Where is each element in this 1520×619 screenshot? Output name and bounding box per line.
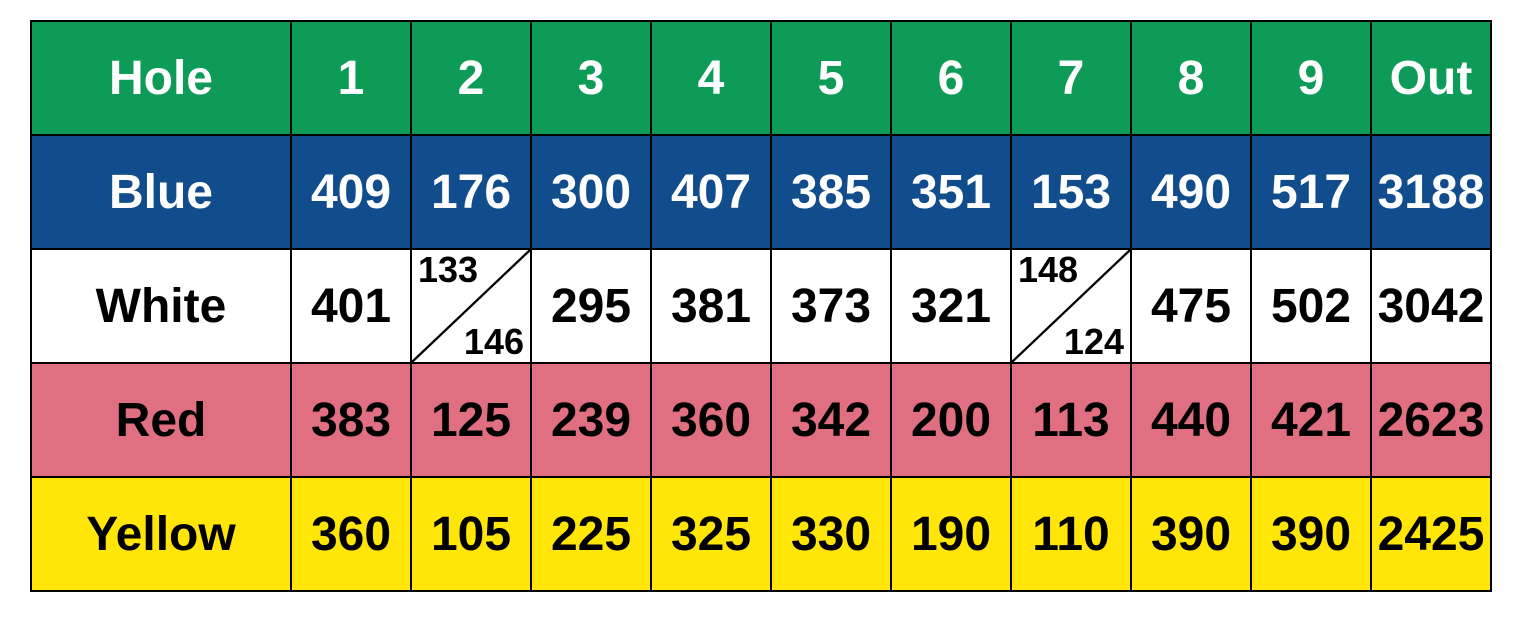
cell: 421	[1251, 363, 1371, 477]
split-cell: 148 124	[1011, 249, 1131, 363]
cell: 176	[411, 135, 531, 249]
cell: 153	[1011, 135, 1131, 249]
row-label: Yellow	[31, 477, 291, 591]
cell: 2425	[1371, 477, 1491, 591]
cell: 342	[771, 363, 891, 477]
cell: 321	[891, 249, 1011, 363]
white-tee-row: White 401 133 146 295 381 373 321 148 12…	[31, 249, 1491, 363]
split-bot: 124	[1064, 324, 1124, 360]
split-bot: 146	[464, 324, 524, 360]
red-tee-row: Red 383 125 239 360 342 200 113 440 421 …	[31, 363, 1491, 477]
cell: 113	[1011, 363, 1131, 477]
header-hole-1: 1	[291, 21, 411, 135]
cell: 383	[291, 363, 411, 477]
header-hole-5: 5	[771, 21, 891, 135]
cell: 490	[1131, 135, 1251, 249]
cell: 295	[531, 249, 651, 363]
cell: 300	[531, 135, 651, 249]
cell: 390	[1131, 477, 1251, 591]
cell: 390	[1251, 477, 1371, 591]
cell: 330	[771, 477, 891, 591]
header-hole-4: 4	[651, 21, 771, 135]
cell: 401	[291, 249, 411, 363]
golf-scorecard-table: Hole 1 2 3 4 5 6 7 8 9 Out Blue 409 176 …	[30, 20, 1492, 592]
header-hole-3: 3	[531, 21, 651, 135]
cell: 407	[651, 135, 771, 249]
cell: 381	[651, 249, 771, 363]
row-label: Red	[31, 363, 291, 477]
split-cell: 133 146	[411, 249, 531, 363]
cell: 385	[771, 135, 891, 249]
cell: 239	[531, 363, 651, 477]
cell: 110	[1011, 477, 1131, 591]
cell: 225	[531, 477, 651, 591]
split-top: 133	[418, 252, 478, 288]
cell: 409	[291, 135, 411, 249]
header-hole-9: 9	[1251, 21, 1371, 135]
header-hole-6: 6	[891, 21, 1011, 135]
cell: 2623	[1371, 363, 1491, 477]
split-top: 148	[1018, 252, 1078, 288]
cell: 3188	[1371, 135, 1491, 249]
row-label: White	[31, 249, 291, 363]
cell: 200	[891, 363, 1011, 477]
row-label: Blue	[31, 135, 291, 249]
cell: 3042	[1371, 249, 1491, 363]
blue-tee-row: Blue 409 176 300 407 385 351 153 490 517…	[31, 135, 1491, 249]
cell: 125	[411, 363, 531, 477]
cell: 475	[1131, 249, 1251, 363]
cell: 360	[291, 477, 411, 591]
cell: 325	[651, 477, 771, 591]
header-row: Hole 1 2 3 4 5 6 7 8 9 Out	[31, 21, 1491, 135]
cell: 373	[771, 249, 891, 363]
header-hole-7: 7	[1011, 21, 1131, 135]
cell: 105	[411, 477, 531, 591]
cell: 190	[891, 477, 1011, 591]
header-out: Out	[1371, 21, 1491, 135]
cell: 517	[1251, 135, 1371, 249]
header-label: Hole	[31, 21, 291, 135]
yellow-tee-row: Yellow 360 105 225 325 330 190 110 390 3…	[31, 477, 1491, 591]
cell: 360	[651, 363, 771, 477]
header-hole-2: 2	[411, 21, 531, 135]
cell: 440	[1131, 363, 1251, 477]
cell: 351	[891, 135, 1011, 249]
cell: 502	[1251, 249, 1371, 363]
header-hole-8: 8	[1131, 21, 1251, 135]
